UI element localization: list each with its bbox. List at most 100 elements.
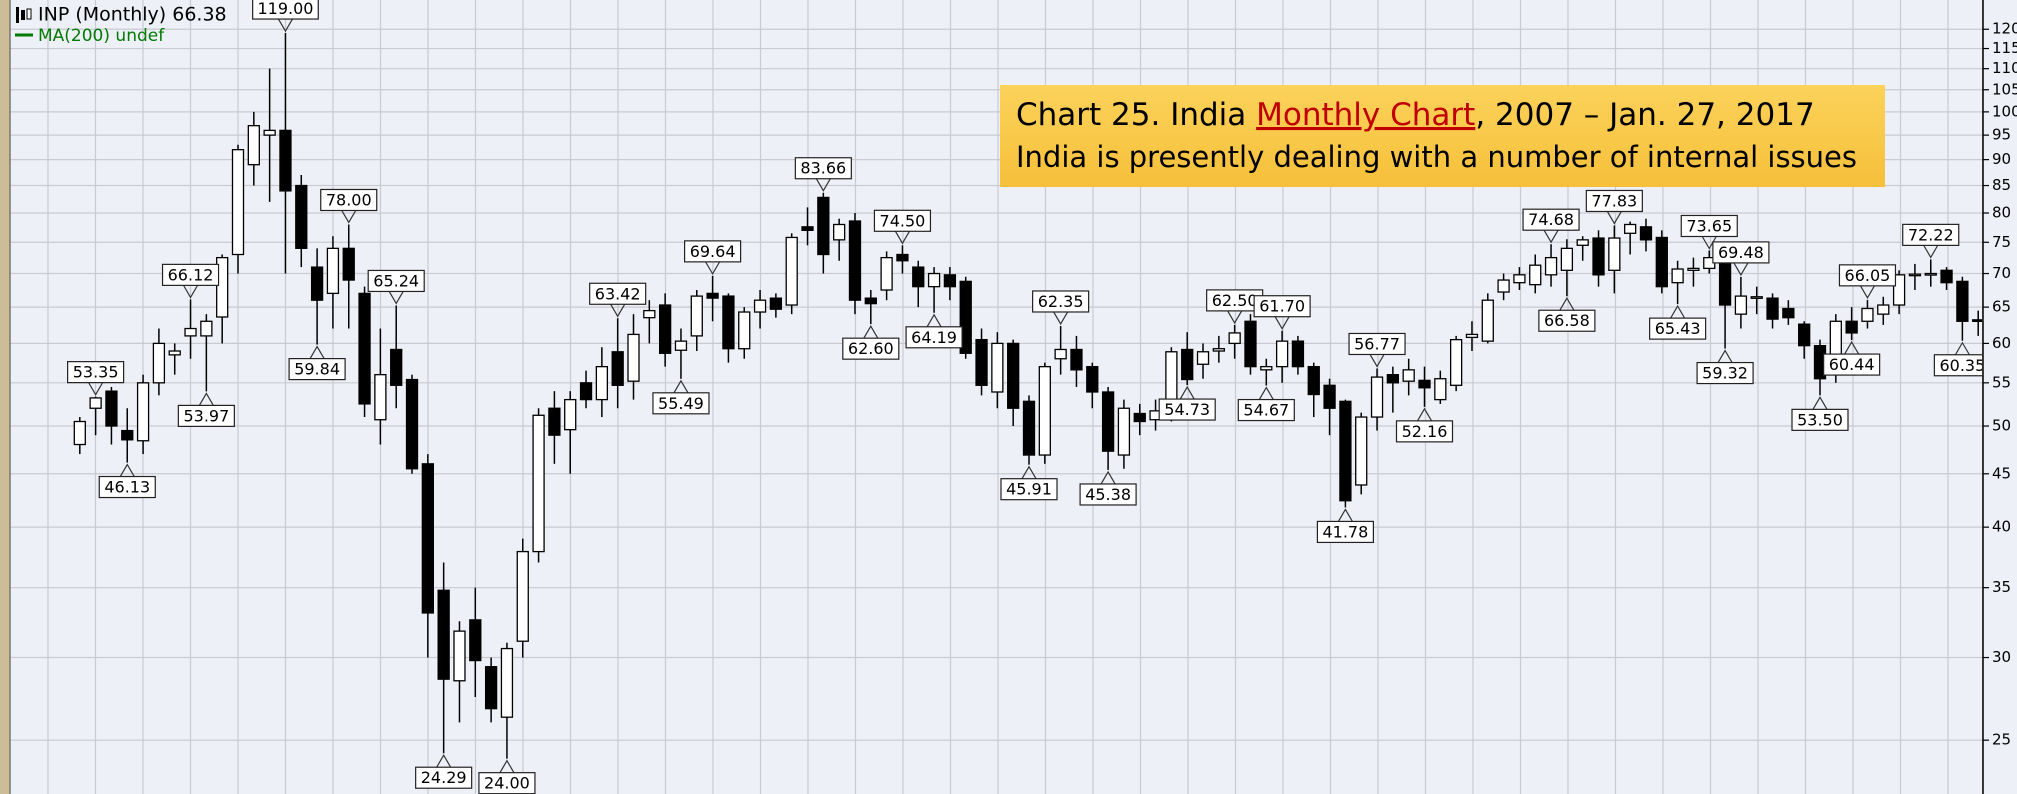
label-box xyxy=(1823,353,1881,376)
candle-body xyxy=(1054,348,1067,360)
candle-body xyxy=(184,327,197,337)
candle-body xyxy=(1355,416,1368,486)
candle-body xyxy=(500,647,514,718)
candle-body xyxy=(817,196,830,256)
legend-icon xyxy=(16,7,19,23)
axis-background xyxy=(1983,0,2017,794)
candle-body xyxy=(1908,273,1922,277)
label-pointer xyxy=(894,230,910,245)
candle-body xyxy=(1497,279,1510,293)
label-pointer xyxy=(610,303,626,318)
candle-body xyxy=(1323,384,1336,409)
candle-body xyxy=(1892,274,1906,306)
price-label: 59.32 xyxy=(1702,364,1748,383)
candle-body xyxy=(1734,295,1748,315)
candle-body xyxy=(1940,269,1953,284)
candle-body xyxy=(595,365,609,401)
price-label: 64.19 xyxy=(911,328,957,347)
price-label: 119.00 xyxy=(257,0,313,18)
y-axis: 25 30 35 40 45 50 55 60 65 70 75 80 85 90 95 100 105 110 1… xyxy=(1983,20,2017,749)
price-label: 45.91 xyxy=(1006,480,1052,499)
candle-body xyxy=(453,630,466,682)
candle-body xyxy=(73,420,86,446)
price-label: 74.50 xyxy=(880,211,926,230)
label-box xyxy=(1791,408,1849,431)
y-tick-label: 110 xyxy=(1992,59,2017,77)
candle-body xyxy=(516,550,529,642)
price-label: 63.42 xyxy=(595,284,641,303)
price-label: 66.58 xyxy=(1544,311,1590,330)
label-pointer xyxy=(1701,236,1717,250)
label-box xyxy=(1395,420,1454,443)
label-box xyxy=(1253,295,1311,318)
price-label: 62.50 xyxy=(1212,291,1258,310)
candle-body xyxy=(1972,319,1982,322)
price-label: 77.83 xyxy=(1591,191,1637,210)
candle-body xyxy=(263,129,276,136)
price-label: 24.00 xyxy=(484,774,530,793)
price-label: 52.16 xyxy=(1402,422,1448,441)
candle-body xyxy=(611,351,624,386)
candle-body xyxy=(579,382,593,401)
y-tick-label: 30 xyxy=(1992,648,2011,666)
label-box xyxy=(288,358,346,381)
candle-body xyxy=(1181,348,1194,381)
y-tick-label: 45 xyxy=(1992,464,2011,482)
label-pointer xyxy=(183,285,199,299)
candle-body xyxy=(1070,348,1083,371)
candle-body xyxy=(152,342,166,384)
candle-body xyxy=(1513,274,1526,284)
label-box xyxy=(1712,241,1770,264)
price-label: 60.35 xyxy=(1939,356,1985,375)
price-label: 24.29 xyxy=(421,768,467,787)
y-tick-label: 55 xyxy=(1992,373,2011,391)
candle-body xyxy=(896,253,909,262)
candle-body xyxy=(1560,247,1574,271)
candle-body xyxy=(437,589,450,680)
price-label: 65.43 xyxy=(1655,319,1701,338)
candle-body xyxy=(833,223,846,241)
title-link[interactable]: Monthly Chart xyxy=(1256,97,1475,133)
label-box xyxy=(683,240,742,263)
candle-body xyxy=(1007,342,1020,409)
label-pointer xyxy=(1670,304,1686,319)
label-pointer xyxy=(1416,407,1433,422)
price-label: 56.77 xyxy=(1354,334,1400,353)
price-label: 73.65 xyxy=(1686,216,1732,235)
label-pointer xyxy=(198,392,214,406)
label-pointer xyxy=(705,261,721,276)
label-box xyxy=(1079,483,1137,506)
label-pointer xyxy=(1543,229,1559,244)
label-box xyxy=(367,269,425,293)
candle-body xyxy=(1275,340,1289,368)
legend-label: INP (Monthly) 66.38 xyxy=(38,4,227,26)
candle-body xyxy=(1481,299,1494,342)
candle-body xyxy=(1449,338,1463,386)
label-box xyxy=(1585,189,1643,213)
label-pointer xyxy=(863,324,879,339)
candle-body xyxy=(216,256,229,318)
candle-body xyxy=(880,256,893,291)
price-label: 55.49 xyxy=(658,394,704,413)
y-tick-label: 25 xyxy=(1992,731,2011,749)
y-tick-label: 95 xyxy=(1992,126,2011,144)
price-label: 54.73 xyxy=(1164,400,1210,419)
label-box xyxy=(1838,264,1897,287)
candle-body xyxy=(1639,226,1653,241)
price-label: 53.50 xyxy=(1797,410,1843,429)
candle-body xyxy=(627,333,640,382)
price-label: 41.78 xyxy=(1322,522,1368,541)
label-box xyxy=(873,209,932,232)
label-pointer xyxy=(1227,310,1243,325)
candle-body xyxy=(532,414,545,553)
label-box xyxy=(67,361,125,384)
label-box xyxy=(842,337,900,360)
candle-body xyxy=(1718,260,1732,306)
candle-body xyxy=(674,340,688,351)
title-background xyxy=(1000,85,1885,187)
y-tick-label: 70 xyxy=(1992,264,2011,282)
candle-body xyxy=(1212,348,1225,352)
price-label: 65.24 xyxy=(373,271,419,290)
candles: 53.35 46.13 66.12 53.97 119.00 59.84 78.00 65.2… xyxy=(67,0,1985,794)
candle-body xyxy=(753,299,767,313)
